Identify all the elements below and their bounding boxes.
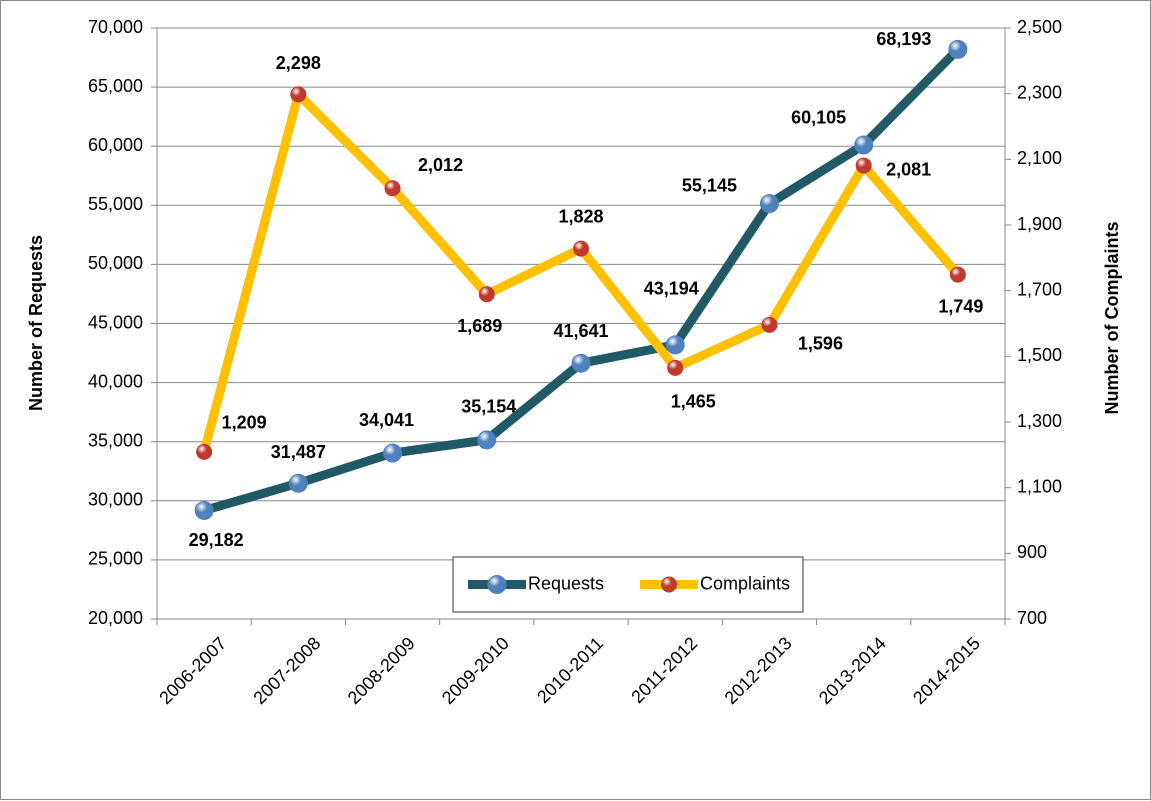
y-tick-label: 40,000 <box>88 371 143 391</box>
y2-tick-label: 1,900 <box>1017 214 1062 234</box>
y-tick-label: 35,000 <box>88 430 143 450</box>
y2-tick-label: 1,100 <box>1017 476 1062 496</box>
y-tick-label: 55,000 <box>88 194 143 214</box>
marker <box>571 353 591 373</box>
data-label: 1,749 <box>938 296 983 316</box>
y2-tick-label: 700 <box>1017 608 1047 628</box>
marker <box>854 135 874 155</box>
marker <box>759 194 779 214</box>
y2-tick-label: 2,100 <box>1017 148 1062 168</box>
y2-tick-label: 1,300 <box>1017 411 1062 431</box>
y2-tick-label: 1,700 <box>1017 279 1062 299</box>
y2-tick-label: 2,500 <box>1017 17 1062 37</box>
marker <box>573 240 589 257</box>
marker <box>478 286 495 303</box>
marker <box>477 430 497 450</box>
y-tick-label: 70,000 <box>88 17 143 37</box>
marker <box>194 500 214 520</box>
marker <box>948 39 968 59</box>
data-label: 2,298 <box>276 53 321 73</box>
y-tick-label: 45,000 <box>88 312 143 332</box>
y2-axis-title: Number of Complaints <box>1102 221 1122 414</box>
legend-label: Complaints <box>700 573 790 593</box>
data-label: 55,145 <box>682 175 737 195</box>
data-label: 1,689 <box>457 316 502 336</box>
data-label: 35,154 <box>461 397 516 417</box>
data-label: 29,182 <box>189 530 244 550</box>
data-label: 2,081 <box>886 159 931 179</box>
data-label: 34,041 <box>359 410 414 430</box>
data-label: 1,828 <box>558 206 603 226</box>
y2-tick-label: 900 <box>1017 542 1047 562</box>
data-label: 2,012 <box>418 155 463 175</box>
y-axis-title: Number of Requests <box>26 235 46 411</box>
data-label: 31,487 <box>271 442 326 462</box>
data-label: 68,193 <box>876 29 931 49</box>
legend-label: Requests <box>528 573 604 593</box>
data-label: 1,596 <box>798 334 843 354</box>
y-tick-label: 60,000 <box>88 135 143 155</box>
marker <box>855 157 872 174</box>
data-label: 1,209 <box>222 413 267 433</box>
y2-tick-label: 1,500 <box>1017 345 1062 365</box>
marker <box>384 180 401 197</box>
marker <box>761 316 778 333</box>
data-label: 60,105 <box>791 108 846 128</box>
data-label: 1,465 <box>671 392 716 412</box>
y-tick-label: 20,000 <box>88 608 143 628</box>
marker <box>290 86 307 103</box>
data-label: 43,194 <box>644 279 699 299</box>
y2-tick-label: 2,300 <box>1017 82 1062 102</box>
marker <box>949 266 966 283</box>
marker <box>288 473 308 493</box>
y-tick-label: 50,000 <box>88 253 143 273</box>
legend-marker <box>661 576 677 593</box>
marker <box>383 443 403 463</box>
y-tick-label: 65,000 <box>88 76 143 96</box>
y-tick-label: 25,000 <box>88 549 143 569</box>
y-tick-label: 30,000 <box>88 490 143 510</box>
marker <box>196 443 213 460</box>
marker <box>665 335 685 355</box>
data-label: 41,641 <box>553 321 608 341</box>
marker <box>667 359 684 376</box>
legend-marker <box>487 575 507 594</box>
